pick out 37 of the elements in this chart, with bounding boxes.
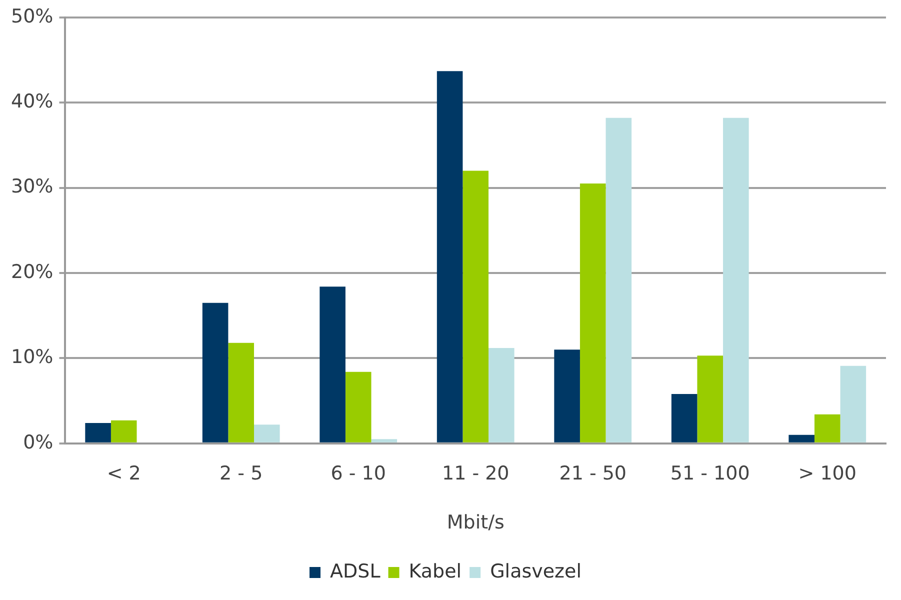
y-tick-label: 40% (10, 90, 54, 113)
x-tick-label: 51 - 100 (670, 462, 750, 485)
x-tick-label: < 2 (106, 462, 141, 485)
bar (671, 394, 698, 442)
y-tick-label: 0% (23, 431, 54, 454)
bar (697, 356, 724, 442)
bar (85, 422, 111, 442)
y-tick-label: 20% (10, 260, 54, 283)
y-tick-label: 50% (10, 5, 54, 28)
x-tick-label: > 100 (798, 462, 856, 485)
x-tick-label: 2 - 5 (220, 462, 263, 485)
legend-label: Kabel (408, 560, 462, 582)
bar (345, 372, 372, 442)
x-tick-label: 6 - 10 (330, 462, 386, 485)
bar (462, 170, 489, 442)
x-axis-title: Mbit/s (446, 512, 504, 534)
bar (554, 350, 580, 442)
bar (814, 414, 840, 442)
bar (488, 348, 514, 442)
bar (788, 434, 814, 442)
bar (110, 420, 137, 442)
bar (723, 118, 749, 442)
bar (436, 71, 463, 442)
bar (580, 184, 606, 442)
legend-label: Glasvezel (490, 560, 582, 582)
bar (606, 118, 632, 442)
bar (228, 342, 254, 442)
y-tick-label: 10% (10, 346, 54, 368)
bar (371, 439, 398, 442)
bar (840, 366, 866, 442)
bar (320, 286, 346, 442)
bar (254, 424, 280, 442)
x-tick-label: 21 - 50 (559, 462, 627, 485)
bar (202, 302, 228, 442)
y-tick-label: 30% (10, 176, 54, 198)
x-tick-label: 11 - 20 (442, 462, 510, 485)
legend-label: ADSL (330, 560, 381, 582)
